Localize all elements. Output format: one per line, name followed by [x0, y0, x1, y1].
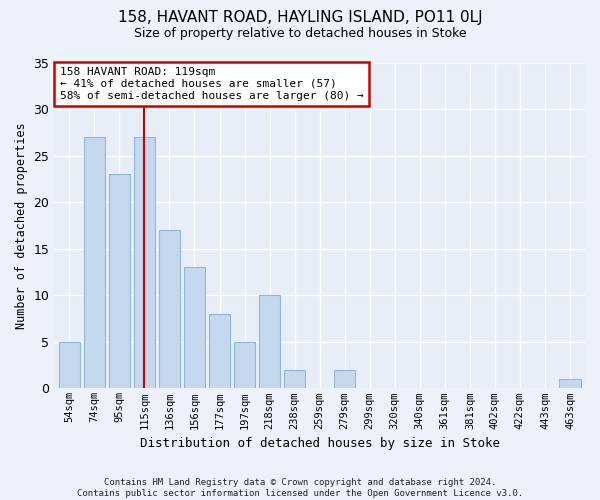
Bar	[209, 314, 230, 388]
Text: Size of property relative to detached houses in Stoke: Size of property relative to detached ho…	[134, 28, 466, 40]
Bar	[184, 268, 205, 388]
Bar	[84, 137, 105, 388]
Bar	[159, 230, 180, 388]
Bar	[109, 174, 130, 388]
Bar	[59, 342, 80, 388]
Y-axis label: Number of detached properties: Number of detached properties	[15, 122, 28, 329]
Text: 158 HAVANT ROAD: 119sqm
← 41% of detached houses are smaller (57)
58% of semi-de: 158 HAVANT ROAD: 119sqm ← 41% of detache…	[59, 68, 364, 100]
Bar	[334, 370, 355, 388]
Bar	[259, 296, 280, 388]
Bar	[284, 370, 305, 388]
Bar	[559, 379, 581, 388]
Text: Contains HM Land Registry data © Crown copyright and database right 2024.
Contai: Contains HM Land Registry data © Crown c…	[77, 478, 523, 498]
Text: 158, HAVANT ROAD, HAYLING ISLAND, PO11 0LJ: 158, HAVANT ROAD, HAYLING ISLAND, PO11 0…	[118, 10, 482, 25]
Bar	[134, 137, 155, 388]
X-axis label: Distribution of detached houses by size in Stoke: Distribution of detached houses by size …	[140, 437, 500, 450]
Bar	[234, 342, 255, 388]
